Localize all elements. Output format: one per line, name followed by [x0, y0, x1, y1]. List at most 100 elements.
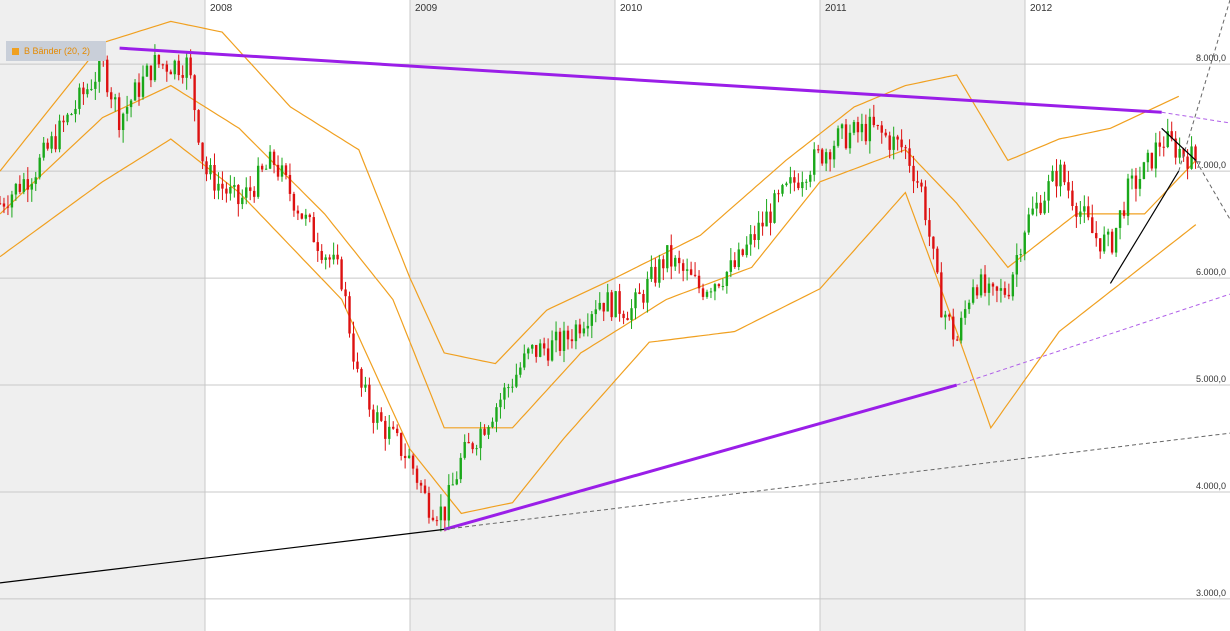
candle-body — [900, 139, 903, 148]
candle-body — [451, 484, 454, 486]
candle-body — [550, 340, 554, 361]
candle-body — [562, 330, 566, 351]
candle-body — [773, 193, 776, 223]
candle-body — [137, 82, 141, 97]
candle-body — [455, 479, 458, 485]
candle-body — [284, 165, 288, 175]
candle-body — [217, 183, 220, 191]
candle-body — [824, 152, 828, 164]
candle-body — [483, 428, 486, 435]
candle-body — [173, 60, 176, 75]
candle-body — [1118, 210, 1122, 228]
candle-body — [888, 135, 891, 150]
candle-body — [920, 182, 923, 187]
candle-body — [884, 132, 887, 136]
candle-body — [701, 288, 705, 297]
candle-body — [1063, 164, 1066, 183]
candle-body — [209, 165, 212, 175]
candle-body — [646, 278, 649, 303]
candle-body — [1182, 148, 1185, 157]
candle-body — [471, 443, 474, 450]
candle-body — [324, 257, 327, 260]
candle-body — [864, 123, 868, 142]
candle-body — [832, 145, 836, 160]
candle-body — [987, 283, 991, 293]
x-axis-labels: 2008 2009 2010 2011 2012 — [210, 3, 1053, 14]
candle-body — [805, 181, 808, 183]
trendline-short-downtrend — [1161, 127, 1197, 161]
candle-body — [157, 54, 161, 65]
candle-body — [940, 272, 943, 318]
candle-body — [439, 506, 443, 521]
candle-body — [348, 296, 351, 334]
candle-body — [491, 421, 494, 428]
candle-body — [606, 292, 609, 312]
candle-body — [971, 287, 975, 303]
candle-body — [475, 448, 478, 450]
candle-body — [10, 194, 14, 208]
candle-body — [995, 286, 999, 291]
candle-body — [574, 324, 578, 342]
candle-body — [110, 92, 113, 100]
candle-body — [757, 222, 760, 240]
candle-body — [50, 136, 53, 149]
candle-body — [241, 197, 244, 205]
candle-body — [546, 348, 550, 361]
candle-body — [872, 116, 876, 126]
candle-body — [975, 287, 979, 296]
candle-body — [98, 56, 101, 82]
candle-body — [30, 183, 33, 190]
candle-body — [90, 88, 93, 90]
candle-body — [62, 120, 65, 123]
candle-body — [967, 302, 971, 310]
year-shade-band — [410, 0, 615, 631]
candle-body — [443, 506, 447, 521]
candle-body — [431, 517, 435, 521]
candle-body — [193, 75, 196, 111]
candle-body — [344, 289, 347, 297]
candle-body — [507, 387, 510, 389]
candle-body — [2, 203, 6, 207]
candle-body — [423, 485, 427, 493]
candle-body — [447, 485, 451, 521]
candle-body — [411, 455, 415, 469]
candle-body — [427, 492, 431, 518]
trendline-short-uptrend-extension — [1178, 0, 1230, 172]
trendline-support — [443, 383, 958, 531]
candle-body — [685, 269, 689, 271]
candle-body — [399, 433, 403, 456]
candle-body — [1019, 254, 1022, 256]
candle-body — [320, 251, 323, 260]
candle-body — [264, 168, 268, 170]
candle-body — [1170, 131, 1173, 139]
candle-body — [249, 187, 252, 191]
y-tick-label: 7.000,0 — [1196, 160, 1226, 170]
candle-body — [360, 368, 363, 388]
trendline-long-term-extension — [444, 432, 1230, 530]
candle-body — [531, 344, 534, 349]
candle-body — [586, 325, 590, 329]
candle-body — [781, 185, 784, 194]
candle-body — [1142, 162, 1146, 179]
x-tick-label: 2010 — [620, 3, 643, 14]
candle-body — [797, 182, 800, 189]
candle-body — [1087, 206, 1090, 218]
candle-body — [523, 353, 526, 368]
candle-body — [1178, 148, 1181, 158]
candle-body — [312, 217, 315, 243]
candle-body — [570, 339, 574, 342]
candle-body — [133, 82, 137, 101]
x-tick-label: 2011 — [825, 3, 847, 14]
candle-body — [161, 64, 165, 66]
candle-body — [542, 343, 546, 349]
candle-body — [372, 409, 375, 423]
candle-body — [403, 455, 407, 459]
candle-body — [944, 314, 947, 318]
legend[interactable]: B Bänder (20, 2) — [6, 41, 106, 61]
trendline-support-extension — [956, 293, 1230, 386]
candle-body — [936, 248, 939, 273]
candle-body — [106, 59, 109, 93]
candle-body — [1162, 146, 1165, 148]
candle-body — [769, 211, 772, 223]
candle-body — [952, 316, 955, 340]
